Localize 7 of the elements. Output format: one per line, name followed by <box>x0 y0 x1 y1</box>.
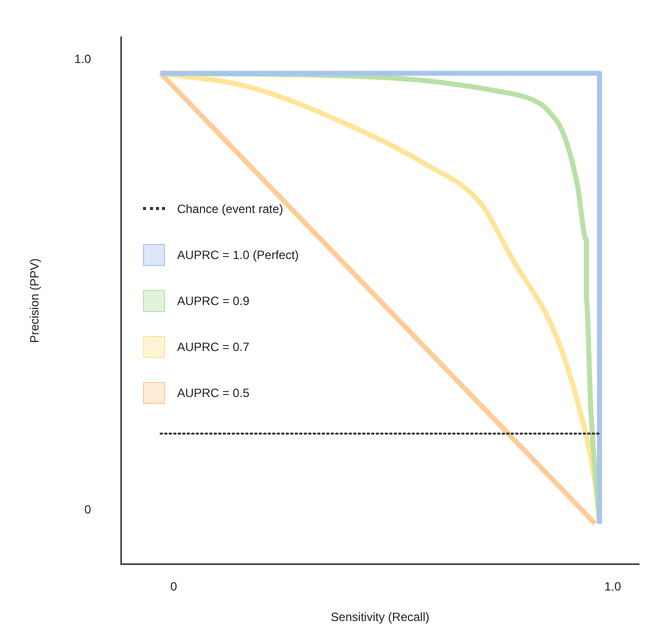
y-axis-title: Precision (PPV) <box>28 258 42 344</box>
legend-label: Chance (event rate) <box>177 202 284 216</box>
legend-label: AUPRC = 0.9 <box>177 294 250 308</box>
legend-label: AUPRC = 0.5 <box>177 386 250 400</box>
legend-label: AUPRC = 1.0 (Perfect) <box>177 248 299 262</box>
x-axis-title: Sensitivity (Recall) <box>330 610 430 624</box>
legend-label: AUPRC = 0.7 <box>177 340 250 354</box>
